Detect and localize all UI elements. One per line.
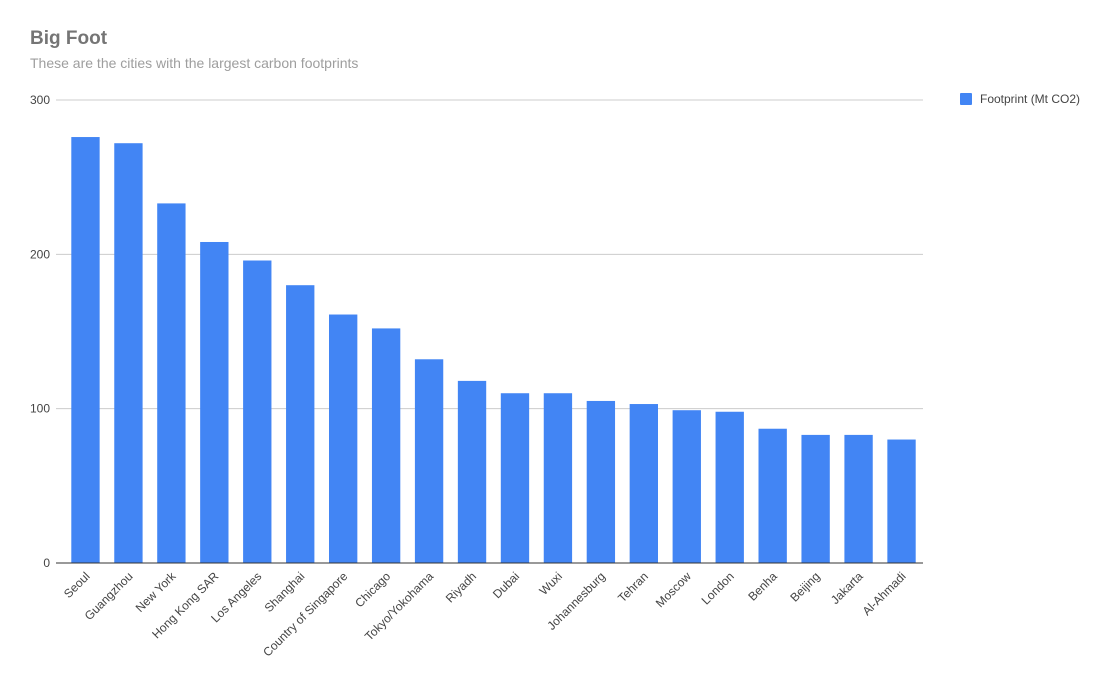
x-tick-label: Al-Ahmadi [860, 569, 909, 618]
y-tick-label: 200 [30, 247, 50, 261]
bar [114, 143, 143, 564]
bar [157, 203, 186, 564]
x-tick-label: Moscow [653, 569, 694, 610]
bar [329, 314, 358, 563]
x-tick-label: Chicago [352, 569, 393, 610]
legend: Footprint (Mt CO2) [960, 92, 1080, 106]
bar [758, 428, 787, 563]
bar [672, 410, 701, 563]
bar [801, 434, 830, 563]
y-tick-label: 100 [30, 402, 50, 416]
bar [887, 439, 916, 563]
y-tick-label: 300 [30, 93, 50, 107]
bar [586, 400, 616, 563]
chart-title: Big Foot [30, 28, 108, 49]
bar [200, 241, 229, 563]
legend-swatch [960, 93, 972, 105]
bar [457, 380, 487, 563]
bar [629, 404, 658, 563]
x-tick-label: Country of Singapore [260, 569, 350, 659]
legend-label: Footprint (Mt CO2) [980, 92, 1081, 106]
bar [500, 393, 530, 563]
bar [844, 434, 873, 563]
x-tick-label: Tehran [615, 569, 651, 605]
bar [286, 285, 315, 563]
x-tick-label: Beijing [787, 569, 822, 604]
bar [243, 260, 272, 563]
bar [71, 137, 100, 564]
x-tick-label: Wuxi [536, 569, 565, 598]
bar [715, 411, 744, 563]
x-tick-label: London [699, 569, 737, 607]
chart-subtitle: These are the cities with the largest ca… [30, 55, 359, 71]
x-tick-label: Riyadh [443, 569, 479, 605]
bar [543, 393, 573, 563]
x-tick-label: Benha [745, 569, 780, 604]
y-tick-label: 0 [43, 556, 50, 570]
x-tick-label: Dubai [490, 569, 522, 601]
x-tick-label: Jakarta [828, 569, 866, 607]
bar [414, 359, 444, 563]
x-tick-label: Seoul [61, 569, 93, 601]
bar [371, 328, 401, 563]
